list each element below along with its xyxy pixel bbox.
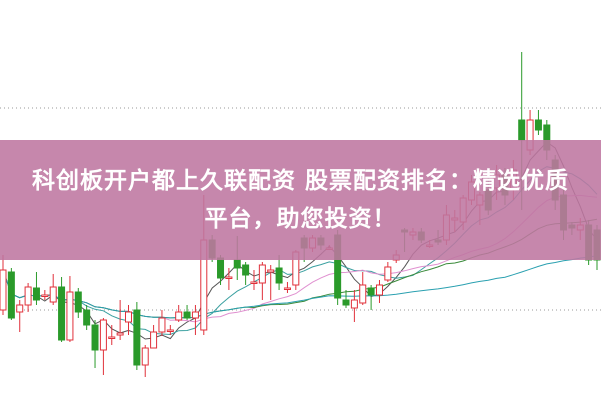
candle-body bbox=[384, 266, 392, 281]
candle-body bbox=[225, 276, 233, 279]
candle bbox=[191, 305, 199, 335]
candle-body bbox=[342, 299, 350, 306]
candle bbox=[375, 280, 383, 303]
candle bbox=[32, 272, 40, 305]
candle-body bbox=[150, 331, 158, 349]
candle bbox=[250, 270, 258, 290]
candle-body bbox=[175, 311, 183, 321]
candle bbox=[108, 325, 116, 345]
candle bbox=[158, 310, 166, 336]
title-banner: 科创板开户都上久联配资 股票配资排名：精选优质 平台，助您投资！ bbox=[0, 140, 601, 260]
candle bbox=[99, 318, 107, 375]
candle-body bbox=[191, 311, 199, 319]
candle bbox=[175, 305, 183, 322]
candle bbox=[350, 290, 358, 322]
candle-body bbox=[16, 304, 24, 313]
candle-body bbox=[267, 269, 275, 273]
candle-body bbox=[217, 257, 225, 279]
candle-body bbox=[0, 269, 7, 311]
candle bbox=[342, 290, 350, 308]
candle bbox=[267, 265, 275, 300]
banner-title-line2: 平台，助您投资！ bbox=[204, 206, 397, 232]
candle-body bbox=[166, 329, 174, 332]
banner-title-line1: 科创板开户都上久联配资 股票配资排名：精选优质 bbox=[31, 168, 569, 194]
candle-body bbox=[7, 271, 15, 319]
candle-body bbox=[91, 324, 99, 351]
candle-body bbox=[74, 291, 82, 313]
candle bbox=[124, 305, 132, 335]
candle bbox=[24, 283, 32, 312]
candle bbox=[58, 277, 66, 342]
candle bbox=[74, 288, 82, 318]
candle bbox=[183, 305, 191, 320]
candle bbox=[0, 255, 7, 315]
candle-body bbox=[133, 309, 141, 366]
candle bbox=[116, 300, 124, 340]
candle bbox=[83, 305, 91, 330]
candle bbox=[49, 274, 57, 305]
candle bbox=[359, 272, 367, 305]
candle-body bbox=[24, 286, 32, 306]
candle bbox=[242, 262, 250, 285]
candle bbox=[150, 325, 158, 349]
candle-body bbox=[116, 332, 124, 336]
candle-body bbox=[283, 287, 291, 290]
candle-body bbox=[275, 267, 283, 284]
candle-body bbox=[124, 311, 132, 323]
candle bbox=[258, 262, 266, 300]
candle-body bbox=[32, 287, 40, 301]
candle-body bbox=[359, 284, 367, 304]
candle-body bbox=[66, 291, 74, 341]
candle-body bbox=[534, 119, 542, 131]
candle bbox=[41, 290, 49, 300]
candle bbox=[367, 285, 375, 310]
candle-body bbox=[158, 317, 166, 333]
candle bbox=[141, 345, 149, 377]
candle bbox=[7, 268, 15, 320]
candle bbox=[225, 268, 233, 290]
candle-body bbox=[233, 259, 241, 269]
candle bbox=[166, 325, 174, 335]
candle bbox=[275, 255, 283, 290]
candle-body bbox=[375, 284, 383, 296]
candle bbox=[133, 302, 141, 370]
candle bbox=[384, 262, 392, 282]
candle bbox=[66, 276, 74, 342]
candle bbox=[16, 300, 24, 332]
candle-body bbox=[99, 319, 107, 351]
candle-body bbox=[141, 347, 149, 366]
candle-body bbox=[49, 286, 57, 303]
candle-body bbox=[250, 281, 258, 284]
candle-body bbox=[242, 264, 250, 276]
candle-body bbox=[518, 119, 526, 141]
moving-average-line bbox=[2, 255, 598, 319]
candle-body bbox=[58, 286, 66, 341]
candle-body bbox=[258, 264, 266, 284]
candle-body bbox=[83, 309, 91, 326]
candle bbox=[283, 282, 291, 293]
candle-body bbox=[350, 299, 358, 309]
candle bbox=[534, 110, 542, 135]
candle-body bbox=[367, 287, 375, 296]
candle-body bbox=[108, 336, 116, 339]
candle-body bbox=[183, 311, 191, 319]
candle bbox=[91, 320, 99, 368]
candle-body bbox=[41, 294, 49, 297]
